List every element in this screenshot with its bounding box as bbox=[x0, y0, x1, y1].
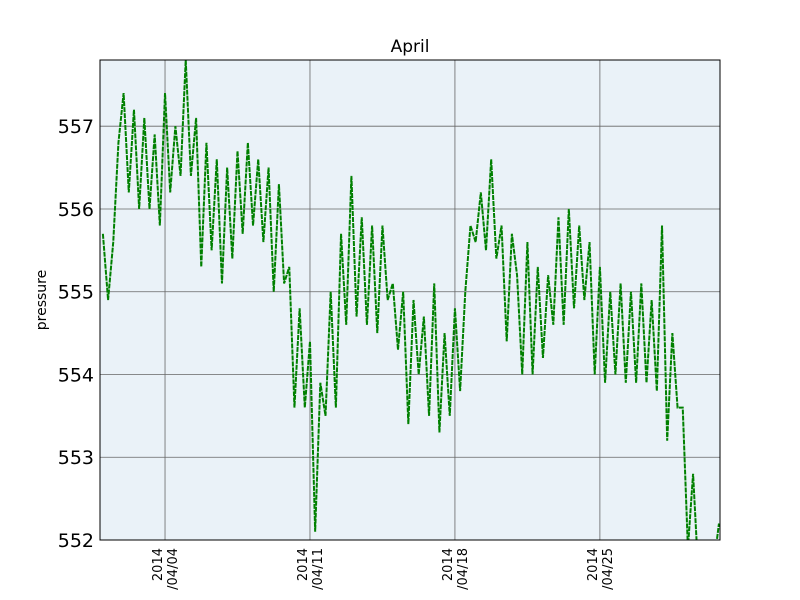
x-tick-label: 2014/04/25 bbox=[586, 548, 616, 590]
data-line bbox=[101, 60, 720, 540]
plot-background bbox=[100, 60, 720, 540]
y-axis-label: pressure bbox=[34, 270, 50, 330]
x-tick-label: 2014/04/11 bbox=[296, 548, 326, 590]
plot-frame bbox=[99, 59, 721, 541]
chart-title: April bbox=[391, 37, 430, 57]
y-tick-label: 556 bbox=[58, 199, 94, 221]
y-tick-label: 552 bbox=[58, 530, 94, 552]
y-tick-label: 553 bbox=[58, 447, 94, 469]
y-tick-label: 557 bbox=[58, 116, 94, 138]
y-tick-label: 555 bbox=[58, 282, 94, 304]
x-tick-label: 2014/04/18 bbox=[441, 548, 471, 590]
y-tick-label: 554 bbox=[58, 364, 94, 386]
x-tick-label: 2014/04/04 bbox=[151, 548, 181, 590]
